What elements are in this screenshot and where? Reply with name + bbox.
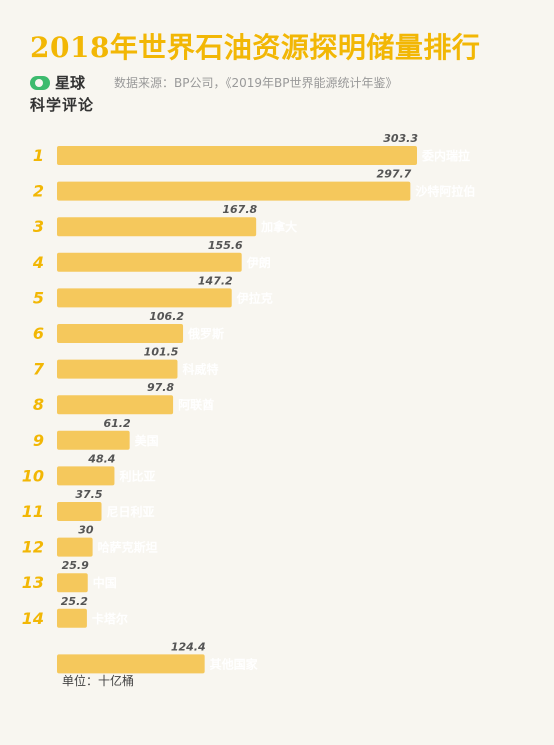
logo-text-line1: 星球 — [55, 74, 86, 92]
value-label: 37.5 — [75, 488, 102, 501]
bar — [57, 466, 115, 486]
value-label: 25.9 — [62, 559, 89, 572]
value-label: 61.2 — [104, 417, 131, 430]
planet-logo-icon — [30, 75, 50, 90]
bar — [57, 395, 174, 415]
bar — [57, 359, 178, 379]
logo-text-line2: 科学评论 — [30, 96, 95, 114]
value-label: 25.2 — [61, 595, 88, 608]
country-label: 中国 — [93, 575, 117, 590]
country-label: 加拿大 — [260, 219, 297, 234]
bar — [57, 146, 417, 165]
bar — [57, 573, 88, 593]
rank-label: 12 — [22, 538, 44, 557]
bar — [57, 502, 102, 521]
bar — [57, 324, 184, 343]
bar — [57, 608, 87, 628]
rank-label: 7 — [33, 360, 45, 379]
country-label: 科威特 — [182, 362, 218, 377]
rank-label: 1 — [33, 146, 44, 165]
country-label: 俄罗斯 — [187, 326, 224, 341]
source-note: 数据来源：BP公司，《2019年BP世界能源统计年鉴》 — [114, 76, 398, 90]
rank-label: 5 — [33, 288, 44, 307]
bar — [57, 430, 130, 450]
bar — [57, 252, 242, 272]
country-label: 委内瑞拉 — [421, 148, 470, 163]
rank-label: 13 — [22, 573, 44, 592]
rank-label: 10 — [22, 466, 44, 485]
bar — [57, 217, 257, 237]
country-label: 伊拉克 — [236, 290, 273, 305]
country-label: 美国 — [135, 433, 159, 448]
rank-label: 2 — [33, 182, 44, 201]
country-label: 其他国家 — [210, 656, 259, 671]
value-label: 303.3 — [383, 132, 418, 145]
country-label: 阿联酋 — [178, 397, 214, 412]
country-label: 伊朗 — [246, 255, 271, 270]
rank-label: 9 — [33, 431, 44, 450]
value-label: 30 — [78, 524, 94, 537]
rank-label: 11 — [22, 502, 44, 521]
value-label: 106.2 — [149, 310, 184, 323]
bar — [57, 537, 93, 557]
page-title: 2018年世界石油资源探明储量排行 — [30, 31, 481, 64]
rank-label: 3 — [33, 217, 44, 236]
rank-label: 8 — [33, 395, 44, 414]
value-label: 155.6 — [208, 239, 243, 252]
logo: 星球 科学评论 — [30, 72, 100, 115]
value-label: 97.8 — [147, 381, 174, 394]
value-label: 147.2 — [198, 274, 233, 287]
value-label: 101.5 — [144, 346, 179, 359]
rank-label: 6 — [33, 324, 44, 343]
country-label: 尼日利亚 — [107, 504, 155, 519]
bar — [57, 181, 411, 201]
bar — [57, 654, 205, 674]
country-label: 卡塔尔 — [92, 611, 128, 626]
country-label: 哈萨克斯坦 — [98, 540, 158, 555]
value-label: 48.4 — [87, 452, 115, 465]
country-label: 利比亚 — [119, 468, 155, 483]
value-label: 297.7 — [377, 168, 412, 181]
bar — [57, 288, 232, 308]
value-label: 124.4 — [171, 640, 206, 653]
rank-label: 4 — [32, 253, 44, 272]
value-label: 167.8 — [222, 203, 257, 216]
rank-label: 14 — [22, 609, 44, 628]
country-label: 沙特阿拉伯 — [415, 184, 475, 199]
unit-note: 单位：十亿桶 — [62, 674, 135, 688]
